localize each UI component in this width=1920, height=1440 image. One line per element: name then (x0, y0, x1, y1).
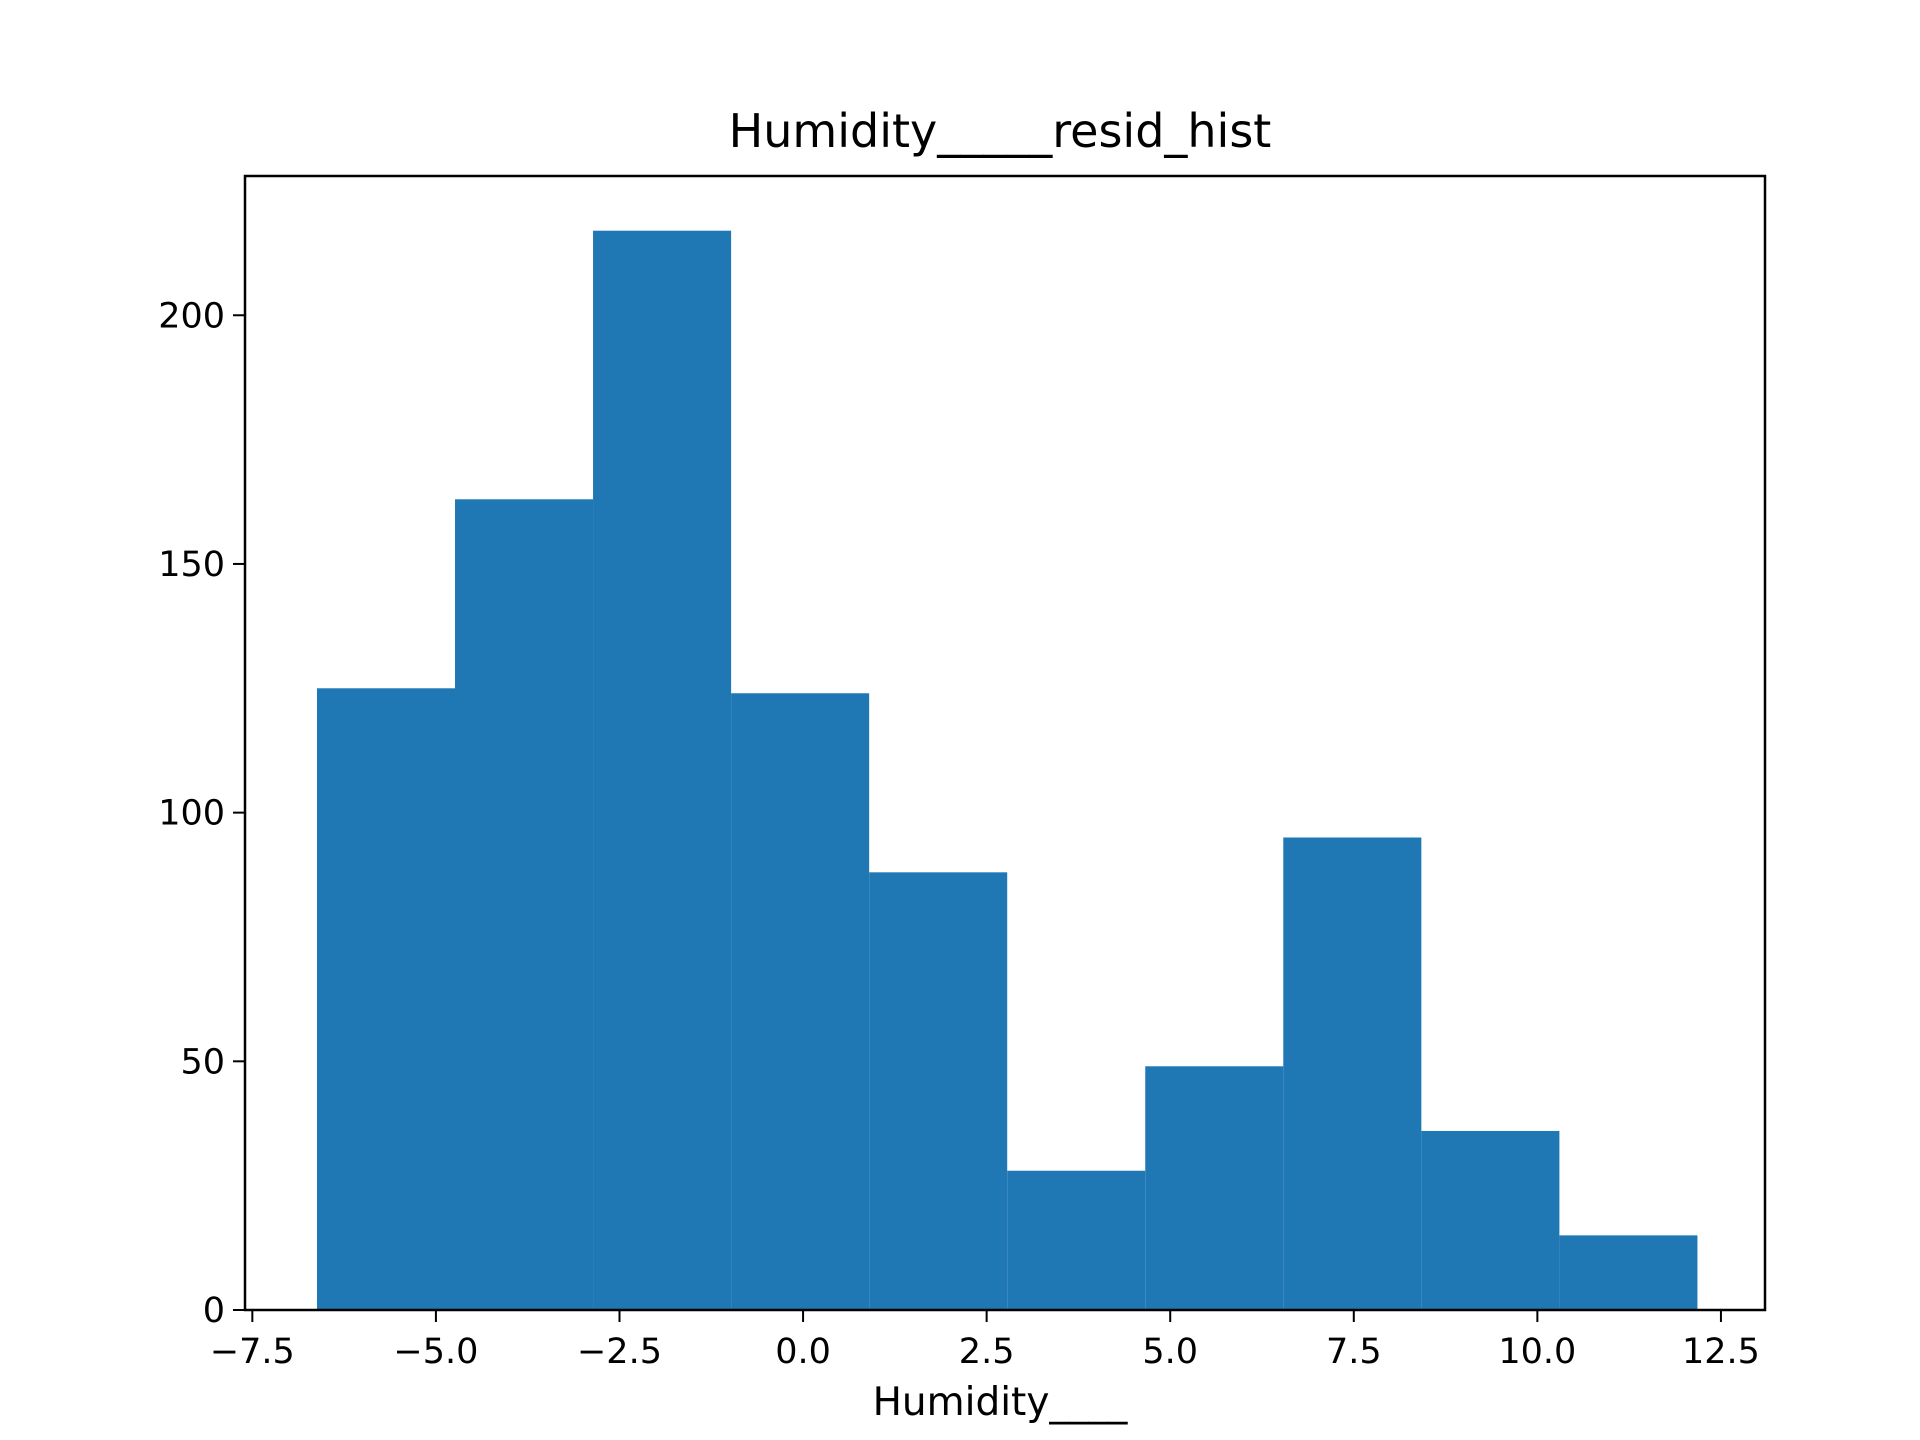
x-tick-label: 0.0 (775, 1332, 831, 1372)
x-axis-ticks: −7.5 −5.0 −2.5 0.0 2.5 5.0 7.5 10.0 12.5 (210, 1310, 1760, 1372)
x-tick-label: 7.5 (1326, 1332, 1382, 1372)
histogram-bar-7 (1283, 837, 1422, 1310)
y-tick-label: 100 (158, 794, 225, 834)
histogram-bar-5 (1007, 1170, 1146, 1310)
histogram-bar-0 (316, 688, 456, 1310)
histogram-bar-4 (869, 872, 1008, 1310)
x-axis-label: Humidity____ (873, 1380, 1128, 1425)
x-tick-label: −5.0 (393, 1332, 478, 1372)
histogram-bar-3 (731, 693, 870, 1310)
histogram-bar-6 (1145, 1066, 1284, 1310)
x-tick-label: −2.5 (577, 1332, 662, 1372)
chart-title: Humidity_____resid_hist (729, 104, 1272, 158)
histogram-bar-9 (1559, 1235, 1698, 1310)
x-tick-label: −7.5 (210, 1332, 295, 1372)
histogram-bar-2 (593, 230, 732, 1310)
histogram-bars (316, 230, 1698, 1311)
y-tick-label: 50 (180, 1042, 225, 1082)
x-tick-label: 2.5 (959, 1332, 1015, 1372)
y-axis-ticks: 0 50 100 150 200 (158, 296, 245, 1331)
histogram-bar-1 (455, 499, 594, 1311)
plot-frame (243, 174, 1767, 1312)
x-tick-label: 10.0 (1498, 1332, 1576, 1372)
y-tick-label: 0 (203, 1291, 225, 1331)
y-tick-label: 200 (158, 296, 225, 336)
x-tick-label: 5.0 (1142, 1332, 1198, 1372)
x-tick-label: 12.5 (1682, 1332, 1760, 1372)
y-tick-label: 150 (158, 545, 225, 585)
histogram-bar-8 (1421, 1130, 1560, 1310)
